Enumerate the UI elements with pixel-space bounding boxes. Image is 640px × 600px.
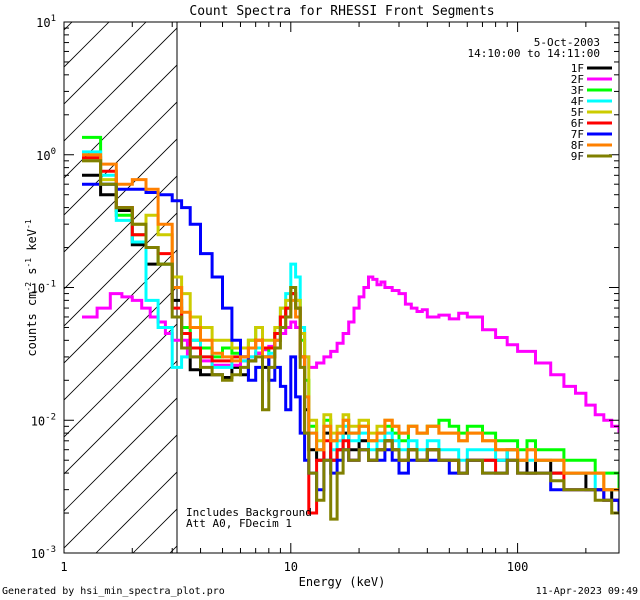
legend-label-2F: 2F (571, 73, 584, 86)
hatch-line (64, 212, 177, 327)
y-tick-label: 10-2 (31, 412, 56, 428)
legend-label-6F: 6F (571, 117, 584, 130)
x-tick-label: 1 (60, 560, 67, 574)
x-tick-label: 100 (507, 560, 529, 574)
hatched-region (64, 22, 177, 553)
hatch-line (64, 22, 110, 68)
hatch-line (64, 175, 177, 290)
chart-title: Count Spectra for RHESSI Front Segments (189, 4, 494, 19)
hatch-line (64, 434, 177, 549)
note-background: Includes Background (186, 506, 312, 519)
y-label-exp-3: -1 (24, 219, 33, 229)
hatch-line (64, 22, 147, 105)
y-label-part-1: counts cm (25, 292, 39, 357)
legend-label-8F: 8F (571, 139, 584, 152)
hatch-line (64, 249, 177, 364)
y-axis-label: counts cm-2 s-1 keV-1 (24, 219, 39, 356)
y-tick-label: 101 (36, 14, 56, 30)
series-2F (82, 275, 619, 434)
legend-label-5F: 5F (571, 106, 584, 119)
series-8F (82, 153, 619, 492)
legend-time-range: 14:10:00 to 14:11:00 (468, 47, 600, 60)
y-label-exp-2: -1 (24, 258, 33, 268)
hatch-line (64, 138, 177, 253)
legend-label-7F: 7F (571, 128, 584, 141)
series-9F (82, 159, 619, 521)
hatch-line (169, 545, 177, 553)
y-label-exp-1: -2 (24, 282, 33, 292)
hatch-line (64, 22, 73, 31)
footer-generated-by: Generated by hsi_min_spectra_plot.pro (2, 586, 225, 597)
legend-date: 5-Oct-2003 (534, 36, 600, 49)
hatch-line (64, 64, 177, 179)
y-label-part-2: s (25, 268, 39, 282)
y-tick-label: 10-3 (31, 545, 56, 561)
legend-label-4F: 4F (571, 95, 584, 108)
hatch-line (64, 360, 177, 475)
legend-label-1F: 1F (571, 62, 584, 75)
y-label-part-3: keV (25, 229, 39, 258)
footer-timestamp: 11-Apr-2023 09:49 (536, 586, 638, 597)
note-attenuator: Att A0, FDecim 1 (186, 517, 292, 530)
hatch-line (64, 397, 177, 512)
y-tick-label: 100 (36, 147, 56, 163)
hatch-line (64, 27, 177, 142)
x-tick-label: 10 (284, 560, 298, 574)
legend-label-3F: 3F (571, 84, 584, 97)
x-axis-label: Energy (keV) (299, 575, 386, 589)
y-tick-label: 10-1 (31, 280, 56, 296)
hatch-line (64, 101, 177, 216)
legend-label-9F: 9F (571, 150, 584, 163)
